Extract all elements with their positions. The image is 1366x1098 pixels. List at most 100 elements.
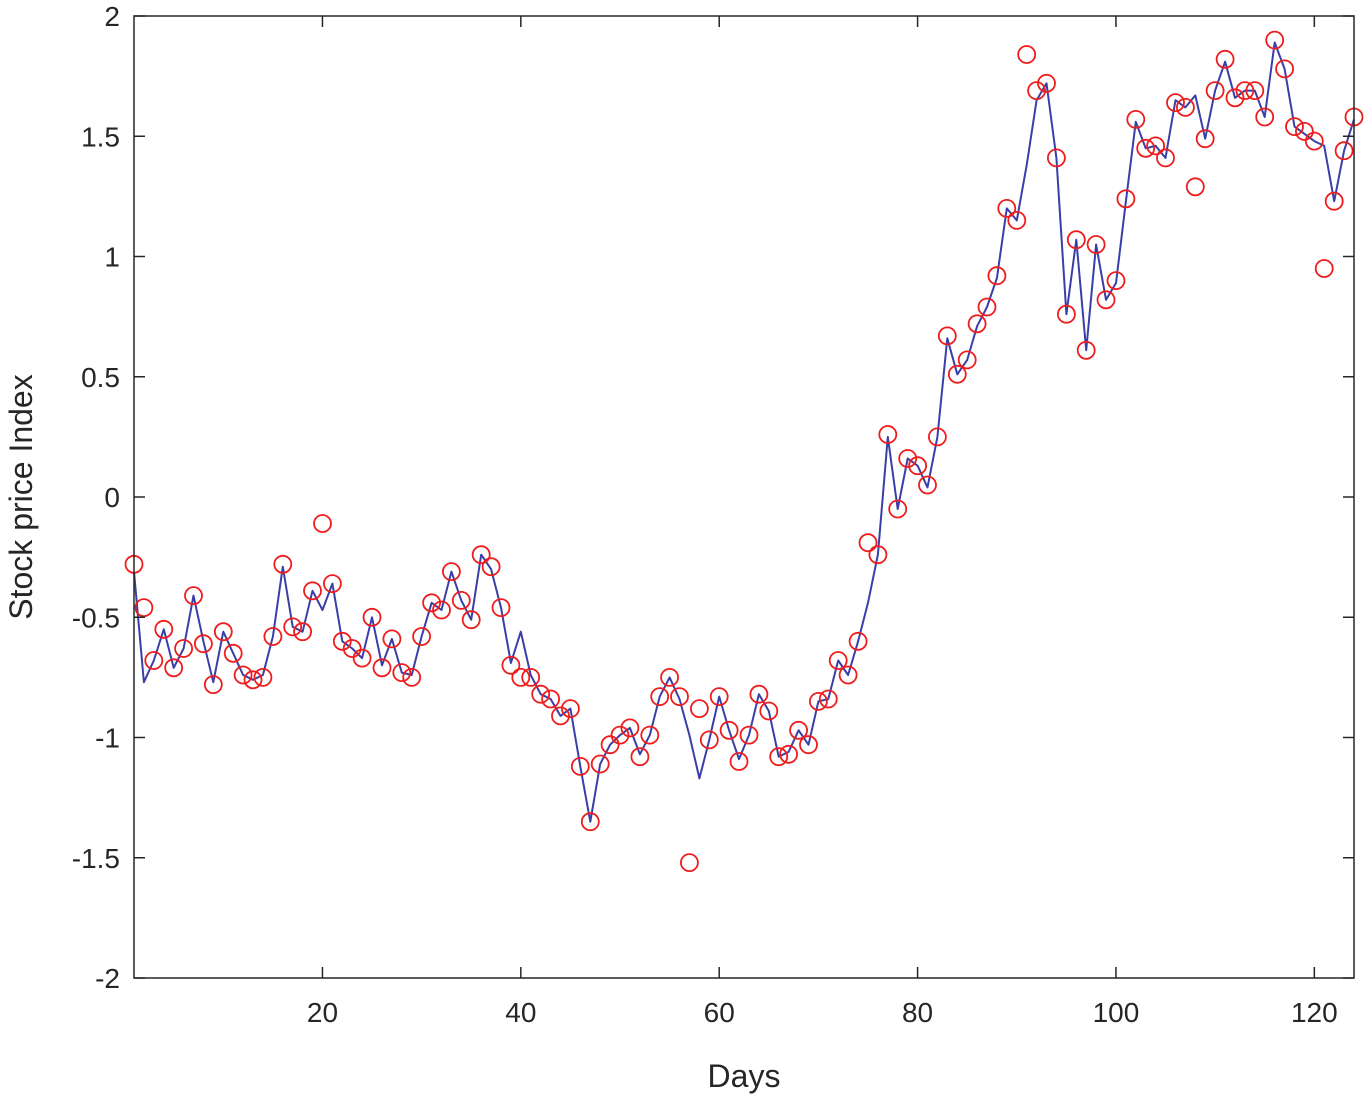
data-point: [739, 725, 759, 745]
data-point: [362, 607, 382, 627]
data-point: [551, 706, 570, 726]
data-point: [680, 853, 699, 872]
data-point: [561, 699, 580, 718]
data-point: [184, 586, 203, 605]
data-point: [908, 456, 927, 476]
data-point: [203, 675, 223, 694]
data-point: [382, 629, 402, 649]
y-tick-label: 0.5: [81, 362, 120, 393]
data-point: [1076, 340, 1096, 360]
data-point: [1334, 141, 1354, 161]
plot-frame: [133, 15, 1355, 979]
data-point: [1146, 136, 1165, 156]
data-point: [699, 730, 719, 750]
data-point: [957, 350, 977, 370]
data-point: [1324, 191, 1344, 211]
data-point: [928, 427, 947, 447]
data-point: [491, 598, 511, 617]
data-point: [1275, 59, 1294, 79]
data-point: [690, 699, 709, 718]
ticks: 20 40 60 80 100 120 -2 -1.5 -1 -0.5 0 0.5 1 1.5 2: [72, 1, 1354, 1028]
x-tick-label: 20: [307, 997, 338, 1028]
data-point: [580, 812, 600, 832]
x-tick-label: 100: [1093, 997, 1140, 1028]
x-tick-label: 60: [704, 997, 735, 1028]
data-point: [1017, 45, 1037, 64]
data-point: [1295, 121, 1314, 141]
data-point: [729, 752, 749, 771]
data-point: [1304, 131, 1324, 151]
data-point: [451, 591, 471, 610]
data-point: [660, 668, 679, 687]
data-point: [898, 449, 918, 468]
data-point: [888, 499, 908, 519]
data-point: [193, 634, 213, 654]
data-point: [789, 720, 808, 740]
series-line: [133, 41, 1355, 823]
data-point: [630, 747, 650, 767]
data-point: [1116, 189, 1136, 209]
data-point: [1225, 88, 1245, 108]
data-point: [501, 655, 521, 675]
data-point: [709, 687, 729, 706]
data-point: [1136, 138, 1156, 158]
data-point: [868, 545, 888, 565]
data-point: [600, 735, 620, 755]
data-point: [719, 720, 739, 740]
data-point: [779, 744, 798, 764]
data-point: [570, 757, 590, 776]
data-point: [332, 631, 352, 651]
data-point: [848, 631, 868, 651]
data-point: [1285, 117, 1304, 136]
data-point: [987, 266, 1007, 286]
data-point: [858, 533, 878, 553]
data-point: [818, 689, 838, 709]
x-tick-label: 40: [505, 997, 536, 1028]
data-point: [1037, 73, 1056, 93]
data-point: [372, 658, 392, 678]
data-point: [134, 598, 154, 617]
data-point: [293, 622, 313, 642]
data-point: [402, 668, 422, 687]
data-point: [997, 198, 1017, 218]
data-point: [164, 658, 184, 678]
data-point: [1245, 81, 1265, 100]
data-point: [1265, 30, 1285, 50]
data-point: [947, 364, 967, 384]
data-point: [541, 689, 560, 709]
axes: [133, 15, 1355, 979]
series-lines: [133, 41, 1355, 823]
data-point: [273, 554, 293, 574]
data-point: [471, 545, 491, 565]
series-markers: [124, 30, 1364, 872]
y-tick-label: 0: [104, 482, 120, 513]
data-point: [144, 651, 164, 670]
data-point: [432, 600, 451, 620]
data-point: [313, 514, 332, 533]
data-point: [838, 665, 858, 685]
data-point: [441, 562, 461, 581]
data-point: [1166, 93, 1185, 112]
data-point: [1057, 304, 1076, 324]
y-axis-label: Stock price Index: [3, 374, 39, 619]
data-point: [1066, 230, 1086, 250]
data-point: [759, 701, 779, 721]
y-tick-label: 1: [104, 242, 120, 273]
data-point: [531, 684, 551, 704]
data-point: [1047, 148, 1066, 168]
data-point: [303, 581, 322, 601]
data-point: [461, 610, 481, 630]
data-point: [223, 643, 243, 663]
data-point: [1205, 81, 1225, 100]
data-point: [412, 627, 432, 646]
y-tick-label: -1: [95, 723, 120, 754]
data-point: [1106, 271, 1126, 291]
data-point: [1096, 290, 1116, 310]
data-point: [799, 735, 818, 755]
data-point: [233, 665, 253, 685]
data-point: [967, 314, 987, 334]
data-point: [174, 639, 194, 658]
data-point: [640, 725, 660, 745]
x-tick-label: 80: [902, 997, 933, 1028]
